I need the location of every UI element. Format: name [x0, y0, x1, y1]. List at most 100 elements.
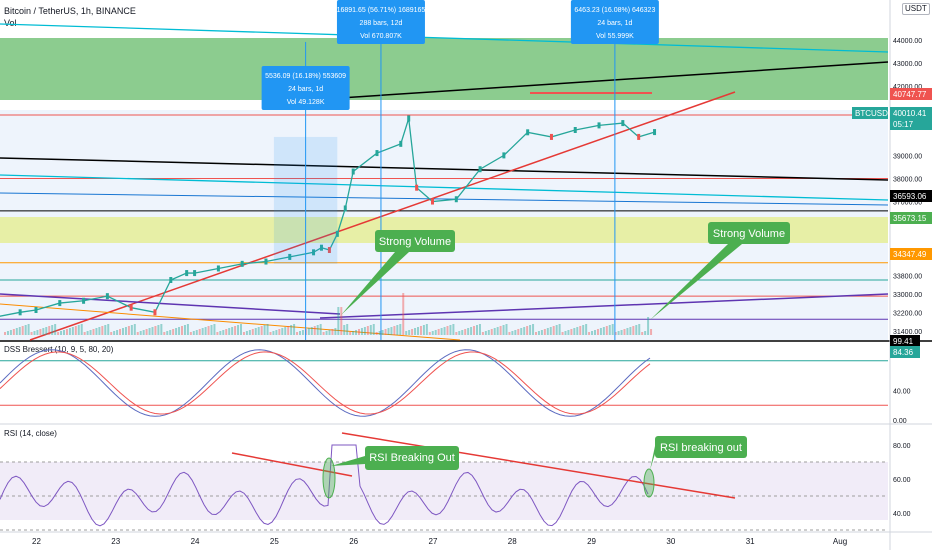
volume-bar: [36, 330, 39, 335]
volume-bar: [107, 324, 110, 335]
volume-bar: [552, 326, 555, 335]
volume-bar: [148, 328, 151, 335]
volume-bar: [136, 332, 139, 335]
dss-label-text: 84.36: [893, 348, 914, 357]
price-label-text: 40010.41: [893, 109, 927, 118]
rsi-highlight: [322, 457, 336, 499]
volume-bar: [417, 327, 419, 335]
y-tick-label: 37000.00: [893, 200, 922, 207]
price-candle: [169, 277, 173, 283]
volume-bar: [387, 328, 390, 335]
volume-bar: [331, 329, 334, 335]
volume-bar: [644, 331, 647, 335]
volume-bar: [579, 326, 582, 335]
volume-bar: [242, 332, 245, 335]
y-tick-label: 39000.00: [893, 153, 922, 160]
trendline: [0, 23, 889, 53]
volume-bar: [24, 325, 27, 335]
price-candle: [621, 120, 625, 127]
volume-bar: [573, 328, 576, 335]
dss-tick-label: 0.00: [893, 418, 907, 425]
volume-bar: [520, 328, 523, 335]
y-tick-label: 33000.00: [893, 292, 922, 299]
volume-bar: [310, 327, 313, 335]
volume-bar: [596, 329, 599, 335]
volume-bar: [6, 331, 9, 335]
volume-bar: [349, 332, 352, 335]
volume-bar: [514, 330, 517, 335]
volume-bar: [54, 324, 57, 335]
measure-label-box: [570, 0, 659, 44]
volume-bar: [358, 329, 360, 335]
volume-bar: [195, 330, 198, 335]
measure-label-text: 16891.65 (56.71%) 1689165: [337, 7, 426, 14]
volume-bar: [340, 307, 343, 335]
volume-bar: [183, 325, 186, 335]
volume-bar: [160, 324, 163, 335]
volume-bar: [620, 330, 623, 335]
price-label-tag: [890, 190, 932, 202]
rsi-tick-label: 80.00: [893, 443, 911, 450]
volume-bar: [104, 325, 107, 335]
trendline: [29, 91, 736, 341]
volume-bar: [254, 328, 257, 335]
dss-top-band: [0, 345, 888, 357]
volume-bar: [641, 332, 644, 335]
callout-text: Strong Volume: [379, 236, 451, 248]
x-tick-label: 29: [587, 537, 596, 546]
green-zone: [0, 38, 888, 100]
volume-bar: [57, 332, 60, 335]
currency-badge[interactable]: USDT: [902, 3, 930, 15]
volume-bar: [561, 332, 564, 335]
measure-label-text: Vol 55.999K: [596, 33, 634, 40]
volume-bar: [446, 326, 449, 335]
volume-bar: [101, 326, 104, 335]
price-candle: [58, 300, 62, 307]
volume-bar: [175, 328, 178, 335]
volume-bar: [4, 332, 6, 335]
volume-bar: [80, 324, 83, 335]
measure-label-box: [336, 0, 425, 44]
volume-bar: [178, 327, 181, 335]
volume-bar: [411, 329, 414, 335]
volume-bar: [343, 325, 346, 335]
volume-bar: [222, 330, 225, 335]
price-candle: [502, 152, 506, 159]
x-tick-label: 23: [111, 537, 120, 546]
trendline: [0, 157, 889, 181]
volume-bar: [237, 325, 240, 335]
volume-bar: [225, 329, 228, 335]
volume-bar: [269, 332, 272, 335]
dss-label-tag: [890, 335, 920, 347]
volume-bar: [27, 324, 30, 335]
volume-bar: [296, 332, 299, 335]
volume-bar: [113, 331, 116, 335]
trendline: [339, 61, 889, 99]
volume-bar: [422, 325, 425, 335]
price-series: [0, 118, 655, 317]
volume-bar: [632, 326, 635, 335]
volume-bar: [375, 332, 378, 335]
dss-label: DSS Bressert (10, 9, 5, 80, 20): [4, 345, 114, 354]
volume-bar: [142, 330, 145, 335]
price-candle: [327, 247, 331, 253]
volume-bar: [647, 317, 650, 335]
rsi-band: [0, 462, 888, 520]
volume-bar: [419, 326, 422, 335]
chart-title: Bitcoin / TetherUS, 1h, BINANCE: [4, 6, 136, 16]
price-candle: [526, 129, 530, 136]
price-label-text: 36593.06: [893, 192, 927, 201]
volume-bar: [399, 324, 402, 335]
volume-bar: [614, 332, 617, 335]
rsi-trendline: [231, 452, 353, 477]
price-candle: [549, 133, 553, 140]
volume-bar: [540, 330, 543, 335]
volume-bar: [169, 330, 172, 335]
volume-bar: [130, 325, 133, 335]
volume-bar: [496, 327, 499, 335]
volume-bar: [42, 328, 45, 335]
volume-bar: [301, 330, 304, 335]
volume-bar: [65, 329, 68, 335]
volume-bar: [363, 327, 366, 335]
